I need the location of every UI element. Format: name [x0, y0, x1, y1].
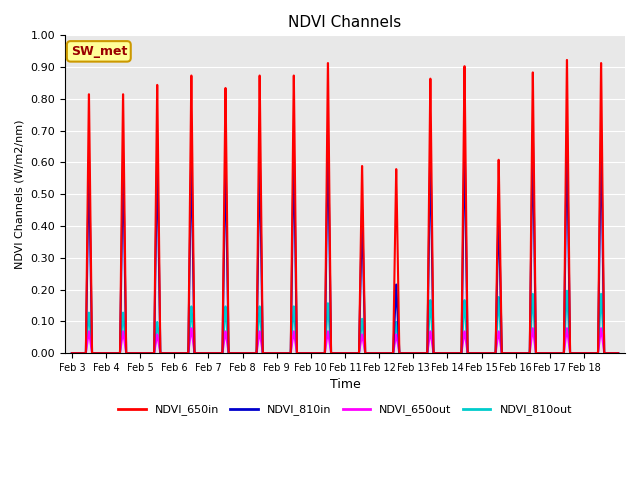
NDVI_650in — [387, 350, 394, 356]
NDVI_650in — [401, 350, 409, 356]
NDVI_810out — [325, 312, 333, 317]
NDVI_650out — [278, 350, 285, 356]
NDVI_650in — [484, 350, 492, 356]
NDVI_810out — [401, 350, 409, 356]
NDVI_650out — [325, 334, 333, 339]
NDVI_810in — [401, 350, 409, 356]
Y-axis label: NDVI Channels (W/m2/nm): NDVI Channels (W/m2/nm) — [15, 120, 25, 269]
NDVI_650out — [401, 350, 409, 356]
NDVI_650out — [614, 350, 622, 356]
NDVI_650in — [68, 350, 76, 356]
Line: NDVI_810in: NDVI_810in — [72, 135, 618, 353]
Line: NDVI_650out: NDVI_650out — [72, 328, 618, 353]
NDVI_810out — [484, 350, 492, 356]
Legend: NDVI_650in, NDVI_810in, NDVI_650out, NDVI_810out: NDVI_650in, NDVI_810in, NDVI_650out, NDV… — [114, 400, 577, 420]
NDVI_650out — [484, 350, 492, 356]
Line: NDVI_810out: NDVI_810out — [72, 291, 618, 353]
NDVI_810out — [68, 350, 76, 356]
Line: NDVI_650in: NDVI_650in — [72, 60, 618, 353]
NDVI_650in — [614, 350, 622, 356]
NDVI_810out — [278, 350, 285, 356]
NDVI_810in — [68, 350, 76, 356]
NDVI_810out — [387, 350, 394, 356]
NDVI_810in — [484, 350, 492, 356]
NDVI_650in — [325, 126, 333, 132]
NDVI_810in — [87, 281, 95, 287]
NDVI_810out — [563, 288, 571, 294]
NDVI_650out — [68, 350, 76, 356]
NDVI_650in — [563, 57, 571, 63]
X-axis label: Time: Time — [330, 378, 360, 392]
NDVI_650in — [87, 258, 95, 264]
NDVI_810out — [87, 336, 95, 342]
Title: NDVI Channels: NDVI Channels — [289, 15, 402, 30]
NDVI_650out — [87, 343, 95, 348]
NDVI_810in — [529, 132, 536, 138]
NDVI_810out — [614, 350, 622, 356]
NDVI_810in — [325, 181, 333, 187]
NDVI_650out — [529, 325, 536, 331]
Text: SW_met: SW_met — [70, 45, 127, 58]
NDVI_650in — [278, 350, 285, 356]
NDVI_810in — [278, 350, 285, 356]
NDVI_810in — [387, 350, 394, 356]
NDVI_650out — [387, 350, 394, 356]
NDVI_810in — [614, 350, 622, 356]
